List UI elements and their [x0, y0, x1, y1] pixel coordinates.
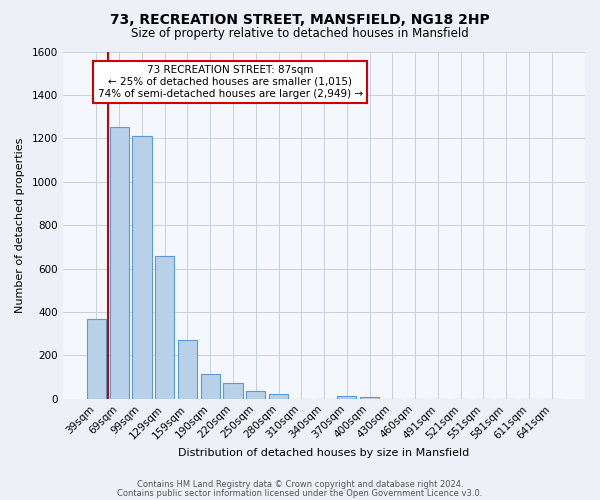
Text: Contains public sector information licensed under the Open Government Licence v3: Contains public sector information licen… — [118, 488, 482, 498]
Text: 73, RECREATION STREET, MANSFIELD, NG18 2HP: 73, RECREATION STREET, MANSFIELD, NG18 2… — [110, 12, 490, 26]
Bar — [132, 136, 152, 399]
Bar — [155, 256, 175, 399]
X-axis label: Distribution of detached houses by size in Mansfield: Distribution of detached houses by size … — [178, 448, 470, 458]
Bar — [110, 128, 129, 399]
Bar — [360, 397, 379, 399]
Bar — [269, 394, 288, 399]
Bar — [223, 382, 242, 399]
Bar — [246, 390, 265, 399]
Bar — [337, 396, 356, 399]
Text: Contains HM Land Registry data © Crown copyright and database right 2024.: Contains HM Land Registry data © Crown c… — [137, 480, 463, 489]
Text: 73 RECREATION STREET: 87sqm
← 25% of detached houses are smaller (1,015)
74% of : 73 RECREATION STREET: 87sqm ← 25% of det… — [98, 66, 362, 98]
Bar — [87, 318, 106, 399]
Bar — [178, 340, 197, 399]
Y-axis label: Number of detached properties: Number of detached properties — [15, 138, 25, 313]
Bar — [200, 374, 220, 399]
Text: Size of property relative to detached houses in Mansfield: Size of property relative to detached ho… — [131, 28, 469, 40]
